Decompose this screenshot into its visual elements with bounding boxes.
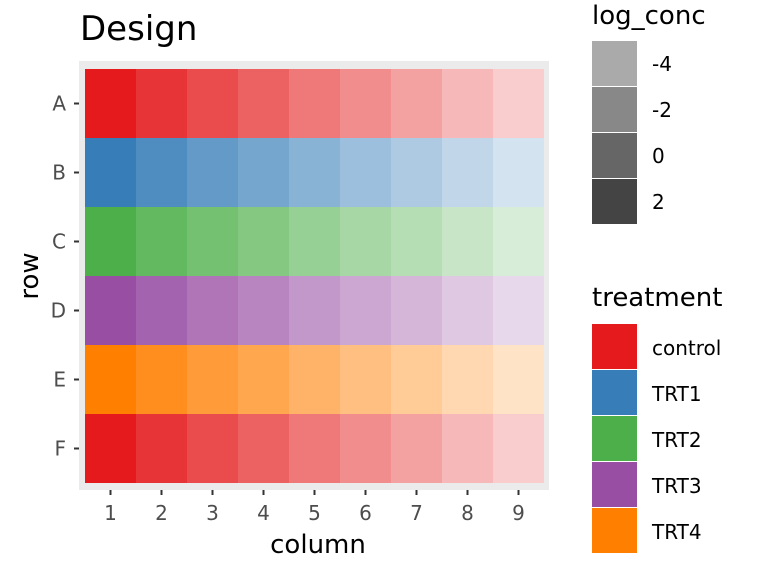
heatmap-cell — [340, 345, 391, 414]
heatmap-cell — [493, 207, 544, 276]
heatmap-cell — [238, 207, 289, 276]
heatmap-cell — [289, 69, 340, 138]
treatment-key — [592, 462, 637, 507]
x-tick-label: 7 — [410, 501, 423, 525]
heatmap-cell — [238, 138, 289, 207]
heatmap-cell — [493, 345, 544, 414]
y-tick-label: E — [53, 368, 66, 392]
treatment-key — [592, 416, 637, 461]
treatment-legend: treatment control TRT1 TRT2 TRT3 TRT4 — [592, 283, 722, 553]
heatmap-cell — [136, 345, 187, 414]
x-axis-title: column — [270, 530, 366, 560]
heatmap-cell — [391, 276, 442, 345]
heatmap-cell — [289, 207, 340, 276]
heatmap-cell — [289, 414, 340, 483]
heatmap-cell — [391, 345, 442, 414]
heatmap-cell — [85, 138, 136, 207]
x-tick-label: 1 — [104, 501, 117, 525]
log-conc-label: 0 — [652, 144, 665, 168]
treatment-label: TRT2 — [651, 428, 702, 452]
log-conc-key — [592, 133, 637, 178]
x-axis: 1 2 3 4 5 6 7 8 9 — [104, 490, 525, 525]
heatmap-cell — [340, 207, 391, 276]
x-tick-label: 2 — [155, 501, 168, 525]
treatment-label: control — [652, 336, 721, 360]
heatmap-cells — [85, 69, 544, 483]
y-tick-label: A — [52, 92, 66, 116]
treatment-label: TRT1 — [651, 382, 702, 406]
x-tick-label: 4 — [257, 501, 270, 525]
log-conc-legend: log_conc -4 -2 0 2 — [592, 1, 706, 224]
chart-title: Design — [80, 9, 197, 49]
heatmap-cell — [340, 276, 391, 345]
heatmap-cell — [187, 138, 238, 207]
log-conc-legend-title: log_conc — [592, 1, 706, 31]
heatmap-cell — [442, 207, 493, 276]
y-tick-label: C — [52, 230, 66, 254]
heatmap-cell — [340, 138, 391, 207]
heatmap-cell — [136, 207, 187, 276]
heatmap-cell — [85, 345, 136, 414]
y-tick-label: F — [54, 437, 66, 461]
heatmap-cell — [85, 414, 136, 483]
heatmap-cell — [289, 276, 340, 345]
treatment-legend-title: treatment — [592, 283, 722, 313]
log-conc-key — [592, 41, 637, 86]
log-conc-label: 2 — [652, 190, 665, 214]
treatment-label: TRT3 — [651, 474, 702, 498]
heatmap-cell — [289, 345, 340, 414]
heatmap-cell — [391, 414, 442, 483]
heatmap-cell — [493, 69, 544, 138]
x-tick-label: 5 — [308, 501, 321, 525]
heatmap-cell — [391, 207, 442, 276]
heatmap-cell — [187, 345, 238, 414]
heatmap-cell — [136, 138, 187, 207]
treatment-key — [592, 324, 637, 369]
treatment-key — [592, 370, 637, 415]
heatmap-cell — [442, 69, 493, 138]
x-tick-label: 3 — [206, 501, 219, 525]
y-tick-label: B — [52, 161, 66, 185]
heatmap-cell — [442, 414, 493, 483]
heatmap-cell — [442, 345, 493, 414]
heatmap-cell — [238, 276, 289, 345]
heatmap-cell — [136, 69, 187, 138]
treatment-label: TRT4 — [651, 520, 702, 544]
log-conc-label: -2 — [652, 98, 672, 122]
log-conc-label: -4 — [652, 52, 672, 76]
x-tick-label: 6 — [359, 501, 372, 525]
heatmap-cell — [187, 207, 238, 276]
y-axis-title: row — [15, 252, 45, 299]
heatmap-cell — [238, 345, 289, 414]
heatmap-cell — [85, 276, 136, 345]
heatmap-cell — [289, 138, 340, 207]
heatmap-cell — [85, 69, 136, 138]
log-conc-key — [592, 179, 637, 224]
heatmap-cell — [340, 69, 391, 138]
y-axis: A B C D E F — [51, 92, 79, 461]
heatmap-cell — [493, 414, 544, 483]
y-tick-label: D — [51, 299, 66, 323]
treatment-key — [592, 508, 637, 553]
log-conc-key — [592, 87, 637, 132]
heatmap-cell — [442, 138, 493, 207]
heatmap-cell — [340, 414, 391, 483]
heatmap-cell — [493, 138, 544, 207]
heatmap-cell — [238, 414, 289, 483]
heatmap-cell — [238, 69, 289, 138]
heatmap-cell — [136, 276, 187, 345]
heatmap-cell — [442, 276, 493, 345]
heatmap-cell — [187, 276, 238, 345]
x-tick-label: 9 — [512, 501, 525, 525]
heatmap-cell — [85, 207, 136, 276]
x-tick-label: 8 — [461, 501, 474, 525]
heatmap-cell — [391, 138, 442, 207]
heatmap-cell — [391, 69, 442, 138]
heatmap-cell — [187, 69, 238, 138]
heatmap-cell — [493, 276, 544, 345]
heatmap-cell — [187, 414, 238, 483]
heatmap-cell — [136, 414, 187, 483]
